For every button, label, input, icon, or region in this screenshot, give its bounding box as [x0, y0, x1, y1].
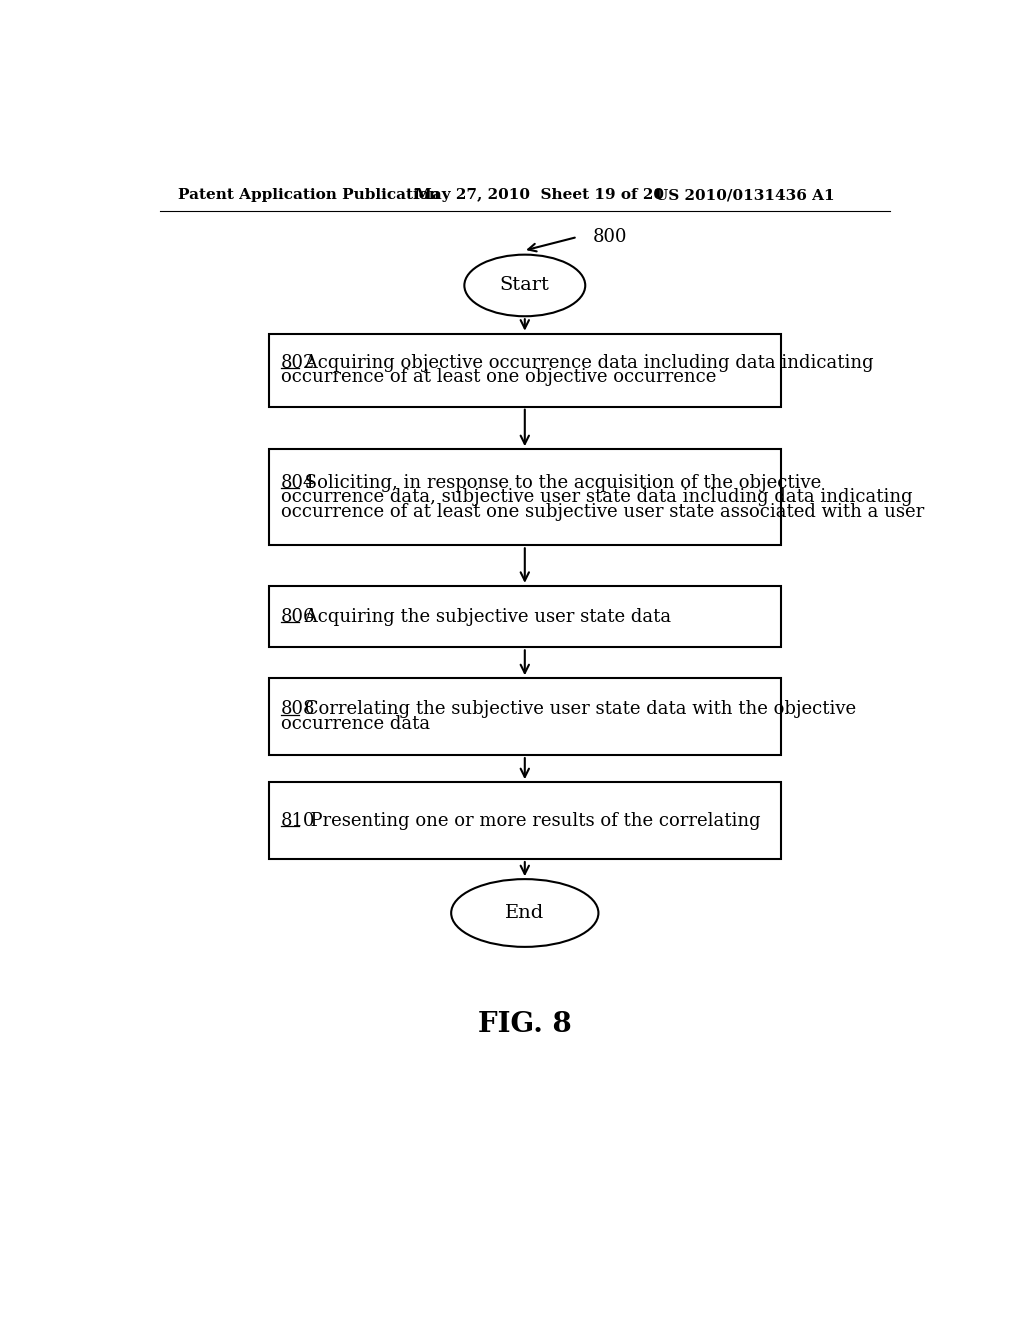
Text: Acquiring objective occurrence data including data indicating: Acquiring objective occurrence data incl… — [299, 354, 873, 372]
Text: Correlating the subjective user state data with the objective: Correlating the subjective user state da… — [299, 701, 856, 718]
Text: 804: 804 — [281, 474, 315, 491]
Text: 810: 810 — [281, 812, 315, 829]
FancyBboxPatch shape — [269, 334, 780, 407]
Text: Patent Application Publication: Patent Application Publication — [178, 189, 440, 202]
Ellipse shape — [464, 255, 586, 317]
Text: Acquiring the subjective user state data: Acquiring the subjective user state data — [299, 607, 671, 626]
Text: FIG. 8: FIG. 8 — [478, 1011, 571, 1038]
Text: 800: 800 — [593, 228, 628, 246]
Text: occurrence of at least one objective occurrence: occurrence of at least one objective occ… — [281, 368, 716, 387]
FancyBboxPatch shape — [269, 449, 780, 545]
Text: 802: 802 — [281, 354, 315, 372]
FancyBboxPatch shape — [269, 678, 780, 755]
Text: End: End — [505, 904, 545, 921]
Text: 806: 806 — [281, 607, 315, 626]
Text: Start: Start — [500, 276, 550, 294]
Text: occurrence data: occurrence data — [281, 715, 430, 733]
FancyBboxPatch shape — [269, 781, 780, 859]
Text: 808: 808 — [281, 701, 315, 718]
FancyBboxPatch shape — [269, 586, 780, 647]
Text: May 27, 2010  Sheet 19 of 20: May 27, 2010 Sheet 19 of 20 — [415, 189, 664, 202]
Text: Soliciting, in response to the acquisition of the objective: Soliciting, in response to the acquisiti… — [299, 474, 821, 491]
Text: occurrence data, subjective user state data including data indicating: occurrence data, subjective user state d… — [281, 488, 912, 506]
Ellipse shape — [452, 879, 598, 946]
Text: Presenting one or more results of the correlating: Presenting one or more results of the co… — [299, 812, 761, 829]
Text: occurrence of at least one subjective user state associated with a user: occurrence of at least one subjective us… — [281, 503, 924, 521]
Text: US 2010/0131436 A1: US 2010/0131436 A1 — [655, 189, 835, 202]
